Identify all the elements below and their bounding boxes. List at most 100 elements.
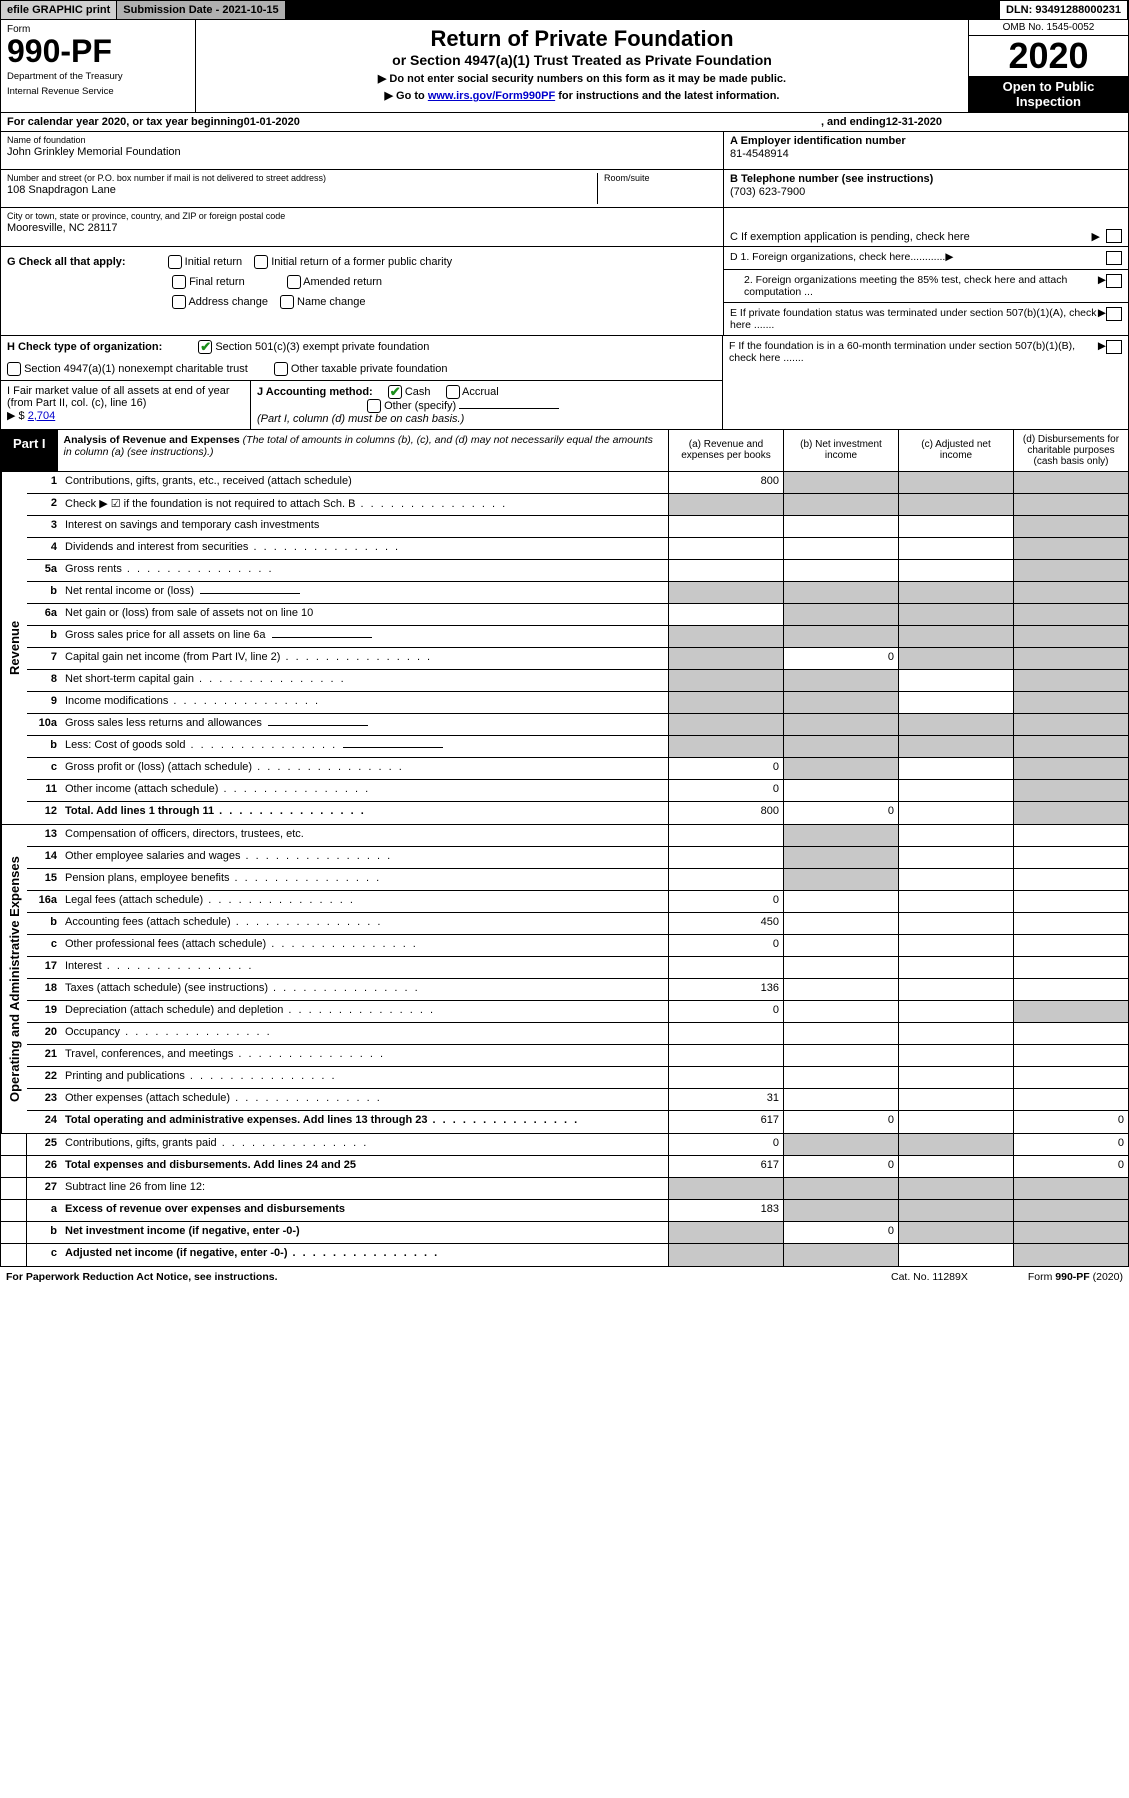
cell-d — [1013, 1200, 1128, 1221]
irs-link[interactable]: www.irs.gov/Form990PF — [428, 90, 555, 102]
name-label: Name of foundation — [7, 135, 717, 145]
table-row: 2Check ▶ ☑ if the foundation is not requ… — [27, 494, 1128, 516]
top-bar: efile GRAPHIC print Submission Date - 20… — [0, 0, 1129, 20]
cell-a — [668, 670, 783, 691]
cell-d — [1013, 538, 1128, 559]
cb-name[interactable] — [280, 295, 294, 309]
footer-left: For Paperwork Reduction Act Notice, see … — [6, 1271, 278, 1283]
cb-501c3[interactable] — [198, 340, 212, 354]
cell-c — [898, 1111, 1013, 1133]
foundation-name: John Grinkley Memorial Foundation — [7, 146, 717, 158]
cell-c — [898, 714, 1013, 735]
cell-d — [1013, 758, 1128, 779]
cell-b: 0 — [783, 1222, 898, 1243]
cell-b — [783, 913, 898, 934]
cell-c — [898, 1067, 1013, 1088]
cell-b — [783, 1067, 898, 1088]
calendar-row: For calendar year 2020, or tax year begi… — [0, 113, 1129, 132]
instr-ssn: ▶ Do not enter social security numbers o… — [206, 72, 958, 85]
entity-section: Name of foundationJohn Grinkley Memorial… — [0, 132, 1129, 247]
cb-accrual[interactable] — [446, 385, 460, 399]
cell-c — [898, 913, 1013, 934]
cell-d — [1013, 780, 1128, 801]
table-row: bLess: Cost of goods sold — [27, 736, 1128, 758]
cell-a: 0 — [668, 891, 783, 912]
cb-amended[interactable] — [287, 275, 301, 289]
cell-d — [1013, 736, 1128, 757]
cell-c — [898, 1156, 1013, 1177]
table-row: aExcess of revenue over expenses and dis… — [1, 1200, 1128, 1222]
f-checkbox[interactable] — [1106, 340, 1122, 354]
cb-address[interactable] — [172, 295, 186, 309]
col-c-hdr: (c) Adjusted net income — [898, 430, 1013, 471]
table-row: 12Total. Add lines 1 through 118000 — [27, 802, 1128, 824]
table-row: 25Contributions, gifts, grants paid00 — [1, 1134, 1128, 1156]
cell-b — [783, 1200, 898, 1221]
cell-c — [898, 1045, 1013, 1066]
cb-initial[interactable] — [168, 255, 182, 269]
cell-b: 0 — [783, 1111, 898, 1133]
room-label: Room/suite — [604, 173, 717, 183]
cell-d — [1013, 935, 1128, 956]
cell-b — [783, 472, 898, 493]
cell-c — [898, 802, 1013, 824]
cell-b — [783, 516, 898, 537]
cell-c — [898, 1222, 1013, 1243]
table-row: cAdjusted net income (if negative, enter… — [1, 1244, 1128, 1266]
cell-a: 800 — [668, 472, 783, 493]
cell-b — [783, 714, 898, 735]
cell-d — [1013, 802, 1128, 824]
part1-label: Part I — [1, 430, 58, 471]
cell-a — [668, 847, 783, 868]
table-row: bGross sales price for all assets on lin… — [27, 626, 1128, 648]
c-checkbox[interactable] — [1106, 229, 1122, 243]
cell-c — [898, 692, 1013, 713]
cell-a — [668, 582, 783, 603]
cell-a: 0 — [668, 780, 783, 801]
table-row: 15Pension plans, employee benefits — [27, 869, 1128, 891]
cell-c — [898, 538, 1013, 559]
table-row: 24Total operating and administrative exp… — [27, 1111, 1128, 1133]
table-row: 8Net short-term capital gain — [27, 670, 1128, 692]
j-label: J Accounting method: — [257, 386, 373, 398]
tel-label: B Telephone number (see instructions) — [730, 173, 1122, 185]
cell-d — [1013, 1244, 1128, 1266]
table-row: bNet investment income (if negative, ent… — [1, 1222, 1128, 1244]
table-row: 26Total expenses and disbursements. Add … — [1, 1156, 1128, 1178]
cell-a: 0 — [668, 1134, 783, 1155]
omb-number: OMB No. 1545-0052 — [969, 20, 1128, 36]
cell-d — [1013, 582, 1128, 603]
j-note: (Part I, column (d) must be on cash basi… — [257, 413, 464, 425]
cb-4947[interactable] — [7, 362, 21, 376]
cell-a: 0 — [668, 1001, 783, 1022]
cell-d — [1013, 560, 1128, 581]
d2-checkbox[interactable] — [1106, 274, 1122, 288]
d1-label: D 1. Foreign organizations, check here..… — [730, 251, 945, 263]
e-label: E If private foundation status was termi… — [730, 307, 1098, 331]
cell-c — [898, 1200, 1013, 1221]
cell-c — [898, 604, 1013, 625]
table-row: cOther professional fees (attach schedul… — [27, 935, 1128, 957]
ein-label: A Employer identification number — [730, 135, 1122, 147]
e-checkbox[interactable] — [1106, 307, 1122, 321]
cb-initial-former[interactable] — [254, 255, 268, 269]
d1-checkbox[interactable] — [1106, 251, 1122, 265]
tax-year: 2020 — [969, 36, 1128, 76]
cell-d — [1013, 604, 1128, 625]
cell-a — [668, 1045, 783, 1066]
cell-a — [668, 1067, 783, 1088]
col-b-hdr: (b) Net investment income — [783, 430, 898, 471]
cb-cash[interactable] — [388, 385, 402, 399]
fmv-value[interactable]: 2,704 — [28, 410, 56, 422]
cb-other-tax[interactable] — [274, 362, 288, 376]
cell-d: 0 — [1013, 1156, 1128, 1177]
f-label: F If the foundation is in a 60-month ter… — [729, 340, 1098, 364]
cell-a — [668, 1244, 783, 1266]
table-row: 10aGross sales less returns and allowanc… — [27, 714, 1128, 736]
cell-c — [898, 1089, 1013, 1110]
cell-d — [1013, 670, 1128, 691]
cb-other-method[interactable] — [367, 399, 381, 413]
cb-final[interactable] — [172, 275, 186, 289]
cell-a: 136 — [668, 979, 783, 1000]
table-row: bNet rental income or (loss) — [27, 582, 1128, 604]
